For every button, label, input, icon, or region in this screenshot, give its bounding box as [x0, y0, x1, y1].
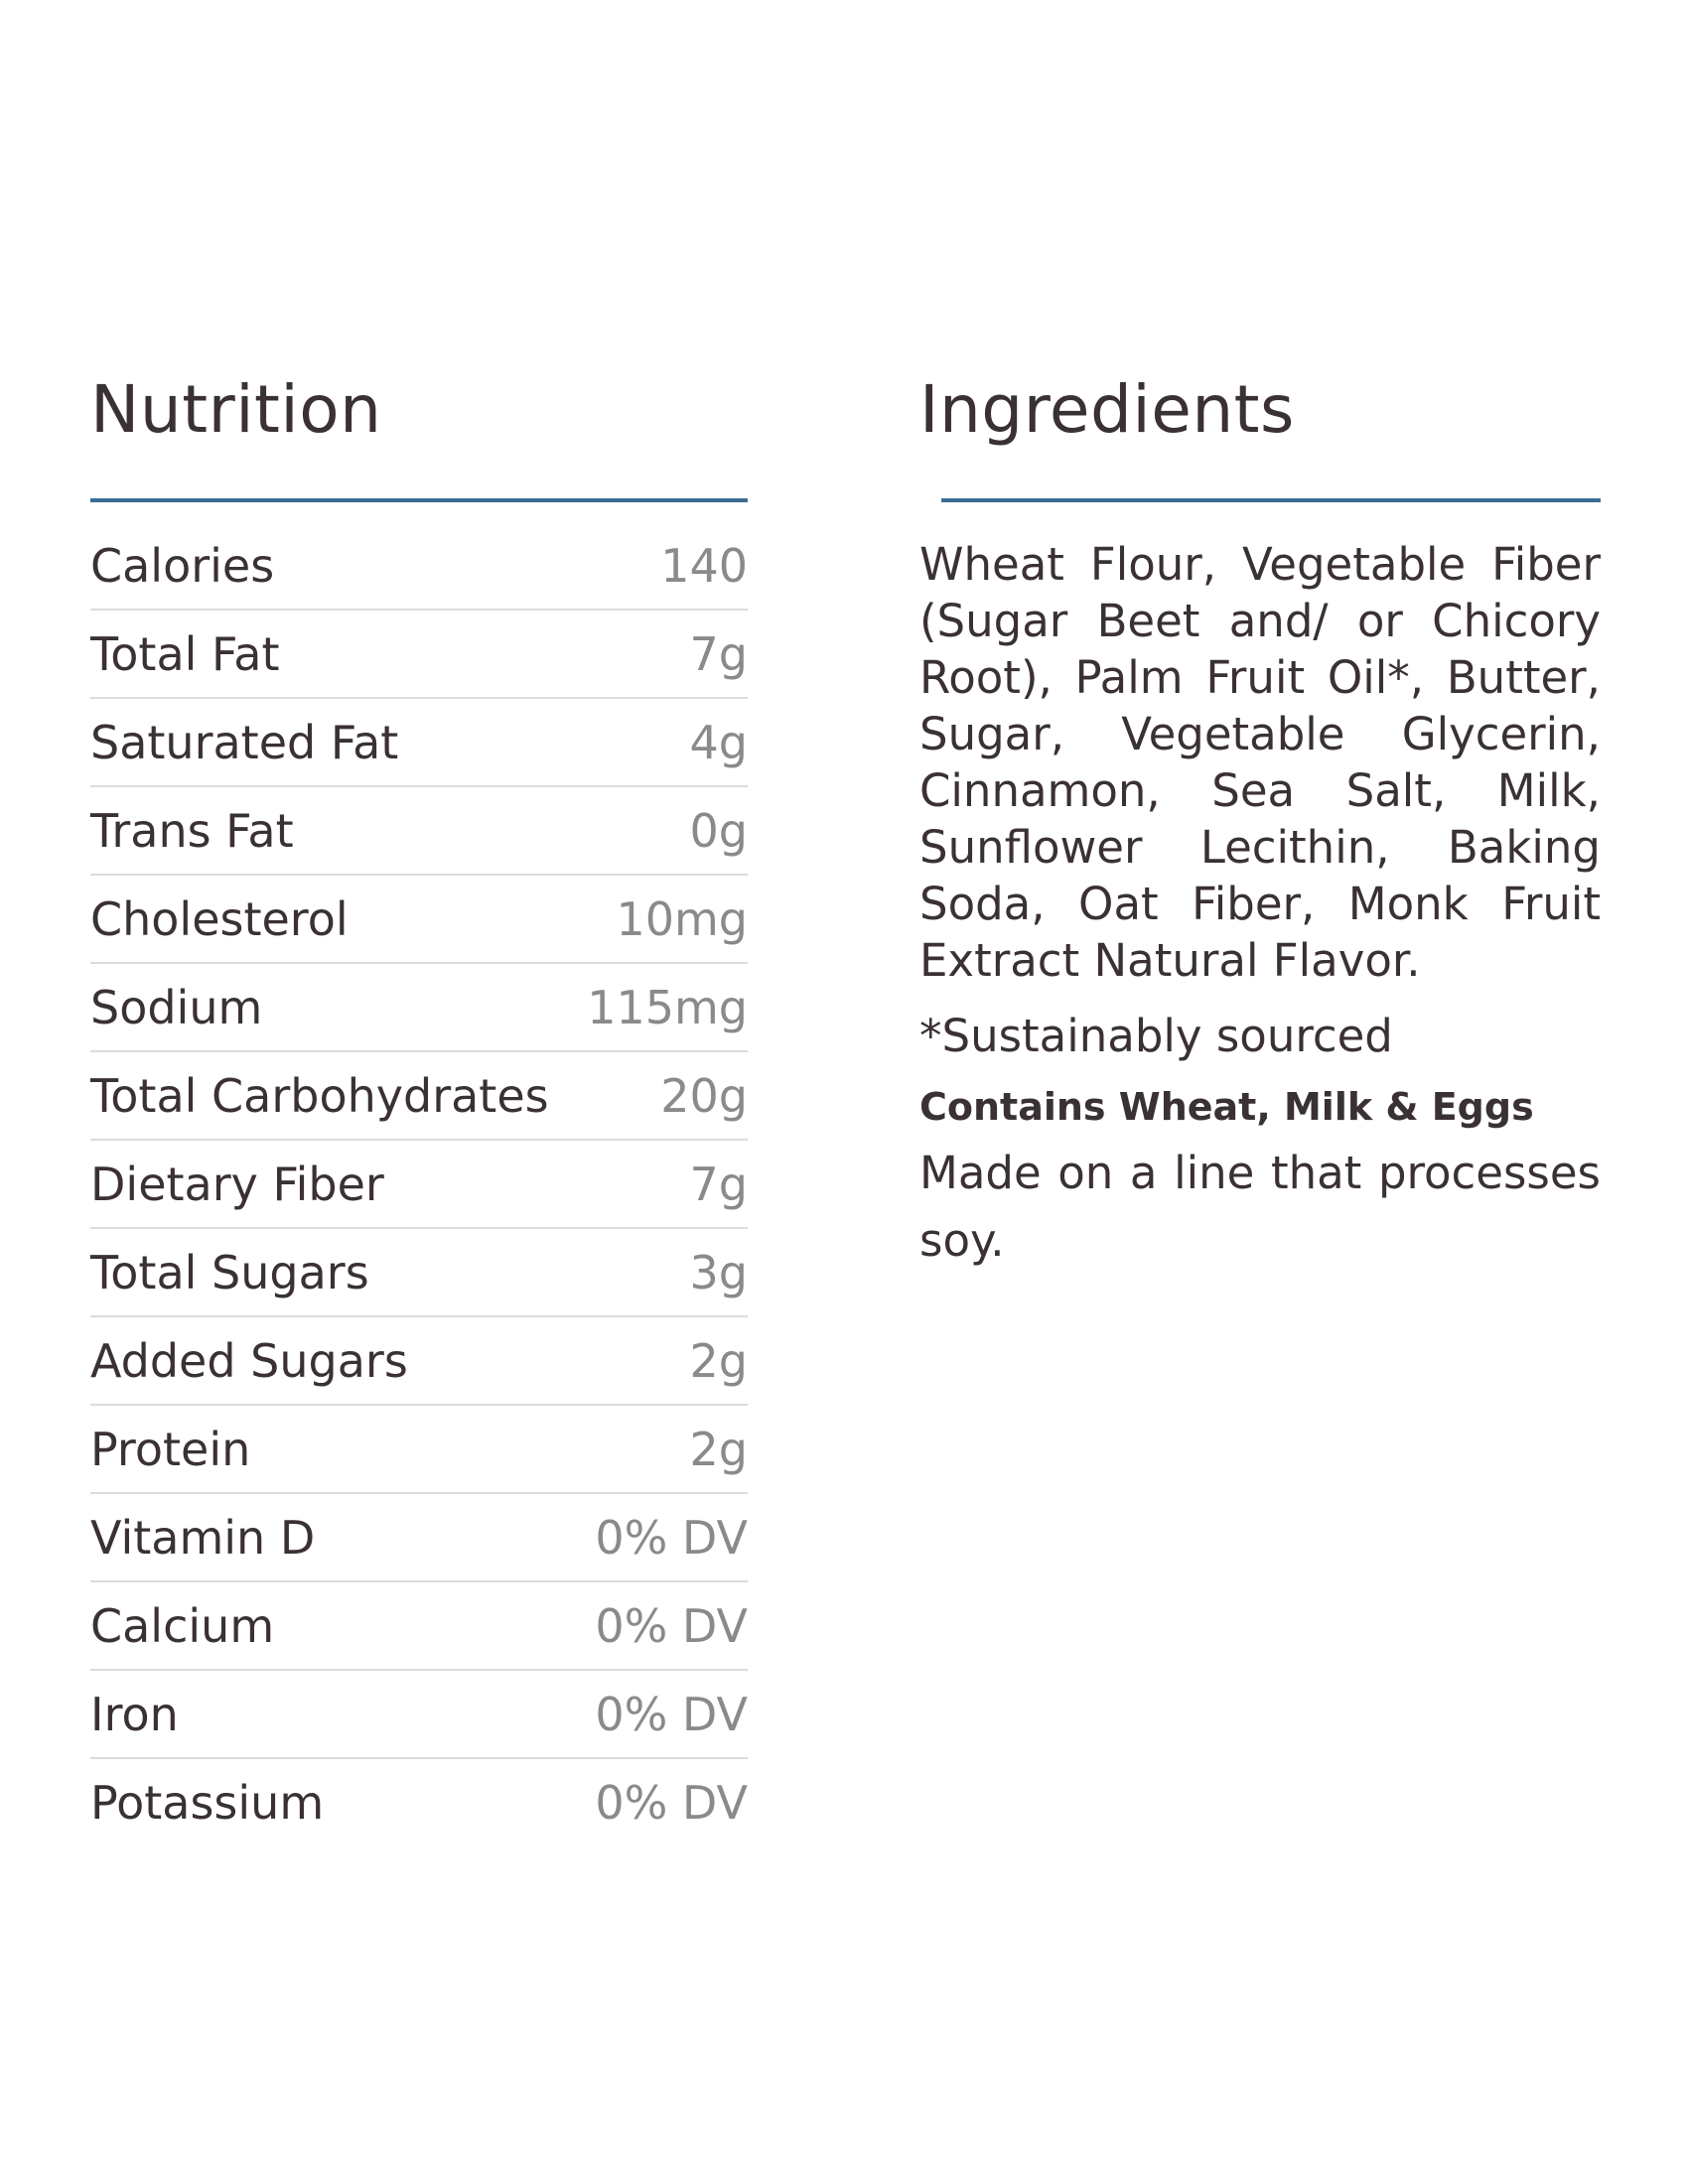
nutrition-label: Total Sugars — [90, 1245, 369, 1299]
processing-statement: Made on a line that processes soy. — [919, 1147, 1601, 1267]
nutrition-label: Added Sugars — [90, 1333, 408, 1388]
nutrition-value: 7g — [689, 1157, 748, 1211]
nutrition-value: 115mg — [587, 980, 748, 1034]
ingredients-title: Ingredients — [919, 371, 1295, 448]
nutrition-value: 10mg — [616, 891, 748, 946]
nutrition-label: Cholesterol — [90, 891, 349, 946]
nutrition-value: 0% DV — [595, 1687, 748, 1741]
nutrition-row-calories: Calories 140 — [90, 522, 748, 611]
nutrition-value: 3g — [689, 1245, 748, 1299]
nutrition-label: Saturated Fat — [90, 715, 399, 769]
nutrition-row-protein: Protein 2g — [90, 1406, 748, 1494]
nutrition-value: 4g — [689, 715, 748, 769]
nutrition-row-trans-fat: Trans Fat 0g — [90, 787, 748, 876]
nutrition-label: Protein — [90, 1422, 251, 1476]
nutrition-title: Nutrition — [90, 371, 382, 448]
nutrition-row-cholesterol: Cholesterol 10mg — [90, 876, 748, 964]
nutrition-value: 0% DV — [595, 1510, 748, 1565]
nutrition-label: Calcium — [90, 1598, 275, 1653]
nutrition-row-vitamin-d: Vitamin D 0% DV — [90, 1494, 748, 1582]
nutrition-list: Calories 140 Total Fat 7g Saturated Fat … — [90, 522, 748, 1845]
nutrition-value: 0g — [689, 803, 748, 858]
nutrition-label: Vitamin D — [90, 1510, 316, 1565]
nutrition-label: Potassium — [90, 1775, 325, 1830]
nutrition-title-rule — [90, 498, 748, 502]
nutrition-label: Trans Fat — [90, 803, 294, 858]
nutrition-section: Nutrition Calories 140 Total Fat 7g Satu… — [90, 365, 748, 1845]
ingredients-title-rule — [941, 498, 1601, 502]
nutrition-value: 20g — [660, 1068, 748, 1123]
nutrition-value: 2g — [689, 1333, 748, 1388]
nutrition-row-dietary-fiber: Dietary Fiber 7g — [90, 1141, 748, 1229]
nutrition-label: Total Carbohydrates — [90, 1068, 549, 1123]
nutrition-value: 7g — [689, 626, 748, 681]
sustainability-note: *Sustainably sourced — [919, 1010, 1393, 1062]
nutrition-label: Dietary Fiber — [90, 1157, 384, 1211]
nutrition-label: Sodium — [90, 980, 263, 1034]
nutrition-row-iron: Iron 0% DV — [90, 1671, 748, 1759]
nutrition-row-potassium: Potassium 0% DV — [90, 1759, 748, 1845]
allergen-statement: Contains Wheat, Milk & Eggs — [919, 1085, 1534, 1129]
nutrition-row-total-carbohydrates: Total Carbohydrates 20g — [90, 1052, 748, 1141]
ingredients-list-text: Wheat Flour, Vegetable Fiber (Sugar Beet… — [919, 538, 1601, 987]
nutrition-label: Calories — [90, 538, 275, 593]
nutrition-row-total-sugars: Total Sugars 3g — [90, 1229, 748, 1317]
nutrition-row-calcium: Calcium 0% DV — [90, 1582, 748, 1671]
ingredients-section: Ingredients Wheat Flour, Vegetable Fiber… — [919, 365, 1601, 1275]
nutrition-value: 2g — [689, 1422, 748, 1476]
nutrition-row-added-sugars: Added Sugars 2g — [90, 1317, 748, 1406]
nutrition-row-saturated-fat: Saturated Fat 4g — [90, 699, 748, 787]
nutrition-value: 0% DV — [595, 1775, 748, 1830]
nutrition-label: Iron — [90, 1687, 179, 1741]
nutrition-row-sodium: Sodium 115mg — [90, 964, 748, 1052]
nutrition-label: Total Fat — [90, 626, 280, 681]
nutrition-value: 140 — [660, 538, 748, 593]
nutrition-row-total-fat: Total Fat 7g — [90, 611, 748, 699]
nutrition-value: 0% DV — [595, 1598, 748, 1653]
